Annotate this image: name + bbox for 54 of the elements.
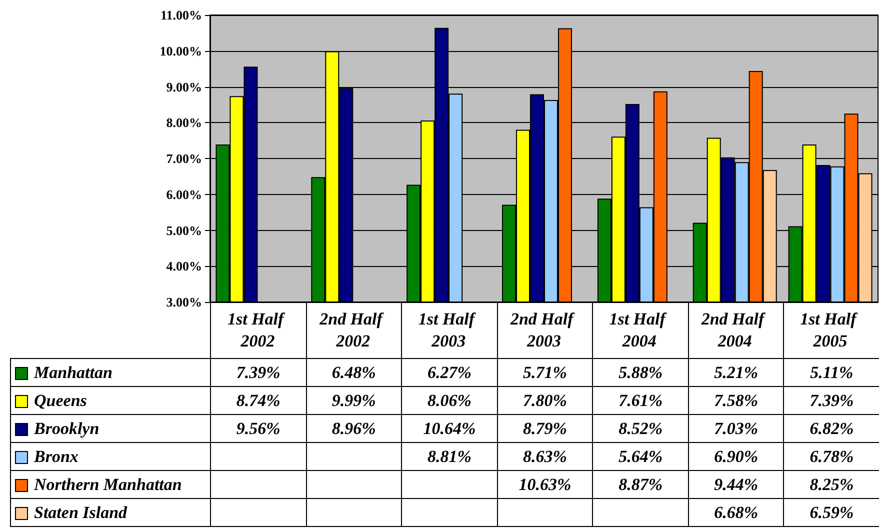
data-label: 6.59% (784, 498, 879, 526)
data-label: 9.99% (306, 386, 402, 414)
y-tick-label: 9.00% (166, 79, 202, 94)
data-label: 8.87% (592, 470, 688, 498)
data-label: 9.56% (210, 414, 306, 442)
legend-label: Queens (34, 390, 87, 410)
data-label: 7.39% (784, 386, 879, 414)
data-label: 8.79% (497, 414, 593, 442)
data-label: 7.03% (688, 414, 784, 442)
x-tick-label: 2nd Half 2002 (318, 310, 387, 350)
data-label: 6.82% (784, 414, 879, 442)
data-label: 8.81% (402, 442, 498, 470)
x-tick-label: 1st Half 2005 (800, 310, 861, 350)
x-tick-label: 1st Half 2004 (609, 310, 670, 350)
data-label: 6.48% (306, 358, 402, 386)
data-label: 9.44% (688, 470, 784, 498)
data-label: 6.27% (402, 358, 498, 386)
data-label: 8.25% (784, 470, 879, 498)
y-tick-label: 7.00% (166, 151, 202, 166)
x-tick-label: 1st Half 2003 (418, 310, 479, 350)
legend-label: Bronx (34, 446, 78, 466)
data-label: 6.78% (784, 442, 879, 470)
data-label: 5.71% (497, 358, 593, 386)
x-tick-label: 2nd Half 2003 (509, 310, 578, 350)
y-tick-label: 10.00% (160, 43, 202, 58)
legend-label: Brooklyn (34, 418, 100, 438)
x-tick-label: 2nd Half 2004 (700, 310, 768, 350)
legend-label: Staten Island (34, 502, 128, 522)
data-label: 6.90% (688, 442, 784, 470)
data-label: 6.68% (688, 498, 784, 526)
y-tick-label: 4.00% (166, 258, 202, 274)
legend-label: Northern Manhattan (34, 474, 182, 494)
x-tick-label: 1st Half 2002 (227, 310, 288, 350)
y-tick-label: 5.00% (166, 222, 202, 238)
y-tick-label: 3.00% (166, 294, 202, 310)
data-label: 5.64% (592, 442, 688, 470)
y-tick-label: 8.00% (166, 115, 202, 130)
data-label: 8.96% (306, 414, 402, 442)
y-tick-label: 11.00% (160, 8, 202, 22)
legend-label: Manhattan (34, 362, 112, 382)
data-label: 7.80% (497, 386, 593, 414)
data-label: 8.74% (210, 386, 306, 414)
data-label: 8.63% (497, 442, 593, 470)
data-label: 7.39% (210, 358, 306, 386)
y-tick-label: 6.00% (166, 186, 202, 202)
data-label: 8.52% (592, 414, 688, 442)
data-label: 5.21% (688, 358, 784, 386)
data-label: 10.64% (402, 414, 498, 442)
data-label: 5.11% (784, 358, 879, 386)
data-label: 5.88% (592, 358, 688, 386)
data-label: 7.61% (592, 386, 688, 414)
data-label: 10.63% (497, 470, 593, 498)
data-label: 7.58% (688, 386, 784, 414)
data-label: 8.06% (402, 386, 498, 414)
